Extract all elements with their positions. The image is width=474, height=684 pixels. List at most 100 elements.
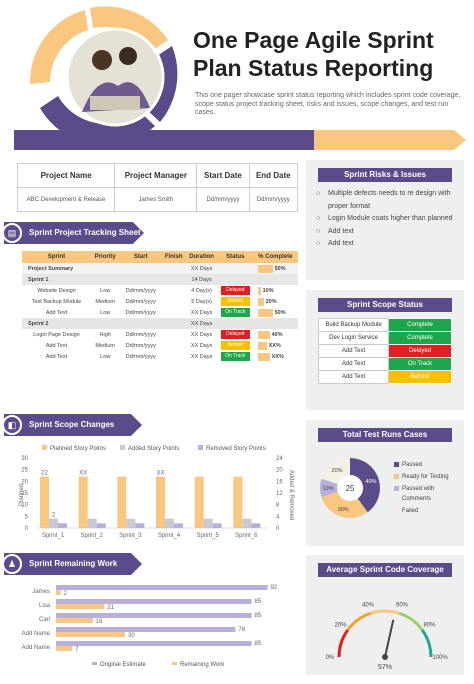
tracking-pct-cell: XX% — [253, 340, 298, 351]
tracking-duration-cell: XX Days — [190, 309, 213, 316]
tracking-start-cell: Dd/mm/yyyy — [125, 287, 156, 294]
tracking-status-cell: Behind — [218, 296, 253, 307]
legend-swatch — [394, 474, 399, 479]
tracking-start-cell: Dd/mm/yyyy — [125, 298, 156, 305]
pct-bar: 40% — [257, 330, 297, 339]
estimate-bar — [56, 641, 252, 646]
donut-legend-item: Passed — [394, 460, 462, 470]
status-badge: Behind — [220, 297, 250, 306]
tracking-priority-cell: Low — [100, 309, 111, 316]
scope-item-label: Add Text — [318, 357, 389, 371]
gauge-tick-label: 100% — [432, 655, 448, 661]
remaining-bar — [56, 646, 73, 651]
risk-text: Add text — [328, 227, 354, 235]
scope-item-label: Add Text — [318, 344, 389, 358]
y2-tick-label: 4 — [276, 514, 280, 520]
gauge-segment — [337, 629, 350, 658]
legend-swatch — [42, 445, 47, 450]
pct-label: 50% — [274, 265, 286, 272]
tracking-start-cell: Dd/mm/yyyy — [125, 342, 156, 349]
risk-item: ○ Login Module coats higher than planned — [316, 213, 454, 226]
donut-slice — [320, 478, 338, 498]
scope-item-status: Complete — [388, 318, 452, 332]
tracking-finish-cell — [162, 318, 185, 329]
gauge-segment — [370, 609, 400, 615]
estimate-value: 92 — [271, 585, 278, 591]
tracking-status-cell: On Track — [218, 307, 253, 318]
scope-status-row: Add Text Behind — [318, 370, 452, 384]
scope-bar — [194, 476, 204, 528]
risk-text: Add text — [328, 240, 354, 247]
tracking-start-cell — [119, 318, 162, 329]
status-badge: Behind — [220, 341, 250, 350]
estimate-bar — [56, 627, 236, 632]
tracking-sprint-cell: Sprint 1 — [28, 276, 49, 283]
bar-value-label: XX — [79, 471, 87, 477]
bullet-icon: ○ — [316, 215, 321, 222]
pct-label: 10% — [262, 287, 274, 294]
legend-label: Passed with Comments — [402, 486, 435, 502]
scope-bar — [58, 523, 67, 528]
remaining-title: Sprint Remaining Work — [4, 553, 142, 575]
legend-swatch — [394, 462, 399, 467]
scope-item-label: Build Backup Module — [318, 318, 389, 332]
legend-swatch — [172, 662, 177, 665]
tracking-duration-cell: XX Days — [190, 353, 213, 360]
pct-bar: XX% — [257, 352, 297, 361]
remaining-work-chart: James 92 2 Lisa 85 21 Carl 85 16 Add Name 78 30 Add … — [22, 585, 278, 668]
coverage-title: Average Sprint Code Coverage — [318, 563, 452, 577]
risk-text: Login Module coats higher than planned — [328, 215, 453, 222]
slice-label: 10% — [322, 486, 333, 492]
bar-value-label: 2 — [52, 513, 56, 519]
y-tick-label: 30 — [21, 456, 28, 462]
legend-label: Added Story Points — [128, 446, 179, 452]
status-badge: On Track — [220, 352, 250, 361]
y-axis-title: Planned — [19, 484, 25, 506]
end-date-value: Dd/mm/yyyy — [248, 187, 299, 212]
tracking-pct-cell — [253, 318, 298, 329]
scope-bar — [96, 523, 106, 528]
legend-label: Removed Story Points — [206, 446, 266, 452]
page-subtitle: This one pager showcase sprint status re… — [195, 92, 461, 117]
legend-swatch — [394, 486, 399, 491]
tracking-sprint-cell: Add Text — [45, 353, 68, 360]
tracking-priority-cell: Low — [100, 353, 111, 360]
scope-bar — [242, 518, 252, 528]
slice-label: 20% — [332, 468, 343, 474]
scope-bar — [117, 476, 127, 528]
tracking-finish-cell — [162, 307, 185, 318]
tracking-duration-cell: 14 Days — [191, 276, 212, 283]
tracking-sprint-cell: Add Text — [45, 342, 68, 349]
test-runs-panel: Total Test Runs Cases 40% 30% 10% 20% 25 Pas… — [306, 420, 464, 546]
y2-tick-label: 12 — [276, 491, 283, 497]
tracking-sprint-cell: Login Page Design — [33, 331, 80, 338]
scope-item-status: Delayed — [388, 344, 452, 358]
status-badge: Delayed — [220, 286, 250, 295]
donut-legend-item: Passed with Comments — [394, 484, 462, 504]
tracking-pct-cell — [253, 274, 298, 285]
tracking-row: Project Summary XX Days 50% — [22, 263, 298, 274]
tracking-status-cell: Delayed — [218, 329, 253, 340]
remaining-value: 21 — [107, 605, 114, 611]
tracking-duration-cell: 5 Day(s) — [191, 298, 213, 305]
pct-label: XX% — [268, 342, 281, 349]
gauge-segment — [420, 629, 433, 658]
clipboard-icon: ▤ — [2, 223, 22, 243]
tracking-row: Sprint 1 14 Days — [22, 274, 298, 285]
x-tick-label: Sprint_2 — [80, 533, 103, 539]
gauge-needle — [384, 619, 395, 658]
y2-tick-label: 16 — [276, 479, 283, 485]
tracking-finish-cell — [162, 351, 185, 362]
estimate-bar — [56, 613, 252, 618]
tracking-row: Sprint 2 XX Days — [22, 318, 298, 329]
scope-changes-chart: Planned Story Points Added Story Points Re… — [19, 445, 294, 539]
estimate-bar — [56, 599, 252, 604]
estimate-value: 85 — [255, 613, 262, 619]
scope-item-status: Behind — [388, 370, 452, 384]
x-tick-label: Sprint_5 — [196, 533, 219, 539]
scope-bar — [174, 523, 183, 528]
risks-panel: Sprint Risks & Issues ○ Multiple defects … — [306, 160, 464, 280]
y-tick-label: 20 — [21, 479, 28, 485]
y-tick-label: 5 — [25, 514, 29, 520]
estimate-value: 78 — [238, 627, 245, 633]
